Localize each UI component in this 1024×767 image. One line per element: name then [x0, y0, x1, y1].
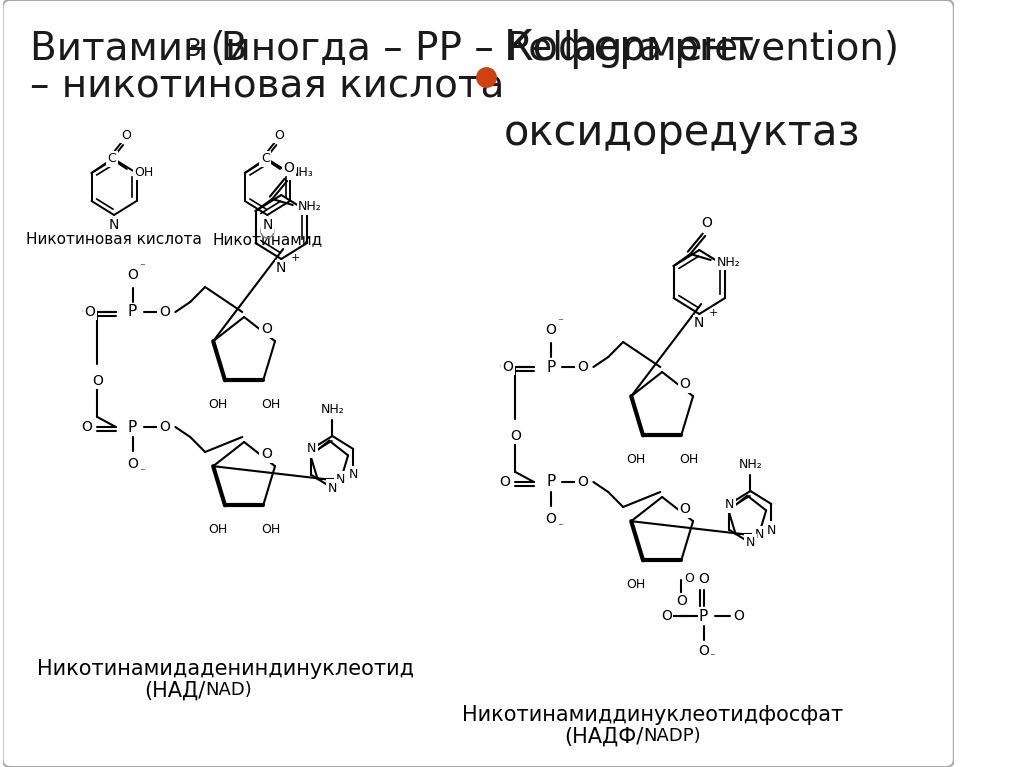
Text: O: O: [127, 457, 138, 471]
Text: N: N: [745, 536, 755, 549]
Text: O: O: [85, 305, 95, 319]
Text: O: O: [680, 377, 690, 391]
Text: NH₂: NH₂: [298, 200, 322, 213]
Text: Никотиновая кислота: Никотиновая кислота: [26, 232, 202, 247]
Text: P: P: [128, 304, 137, 320]
Text: O: O: [159, 305, 170, 319]
Text: O: O: [274, 129, 284, 142]
Text: NH₂: NH₂: [738, 458, 762, 471]
Text: O: O: [499, 360, 510, 374]
Text: ⁻: ⁻: [557, 317, 563, 327]
Text: NH₂: NH₂: [717, 255, 740, 268]
Text: O: O: [92, 374, 102, 388]
Text: OH: OH: [626, 453, 645, 466]
Text: OH: OH: [208, 398, 227, 411]
Text: P: P: [128, 420, 137, 434]
Text: 3: 3: [184, 37, 201, 61]
Text: P: P: [699, 609, 709, 624]
Text: O: O: [676, 594, 687, 608]
Text: OH: OH: [261, 523, 281, 536]
Text: N: N: [336, 472, 345, 486]
Text: N: N: [109, 218, 119, 232]
Text: Кофермент: Кофермент: [504, 27, 756, 69]
Text: Никотинамиддинуклеотидфосфат: Никотинамиддинуклеотидфосфат: [462, 705, 844, 725]
Text: O: O: [261, 322, 272, 336]
Text: O: O: [545, 512, 556, 526]
Text: O: O: [684, 572, 693, 585]
Text: N: N: [262, 218, 272, 232]
Text: OH: OH: [626, 578, 645, 591]
Text: O: O: [662, 609, 672, 624]
Text: O: O: [545, 323, 556, 337]
Text: N: N: [767, 524, 776, 536]
Text: O: O: [698, 572, 709, 586]
Text: NH₂: NH₂: [321, 403, 344, 416]
Text: O: O: [284, 161, 294, 175]
Text: ⁻: ⁻: [739, 608, 744, 618]
Text: P: P: [546, 360, 555, 374]
Text: O: O: [698, 644, 709, 658]
Text: O: O: [680, 502, 690, 516]
Text: Витамин В: Витамин В: [31, 30, 248, 68]
Text: ⁻: ⁻: [557, 522, 563, 532]
Text: Никотинамид: Никотинамид: [212, 232, 323, 247]
Text: N: N: [694, 316, 705, 330]
Text: O: O: [127, 268, 138, 282]
Text: NAD): NAD): [205, 681, 252, 699]
Text: O: O: [503, 360, 513, 374]
Text: O: O: [510, 429, 521, 443]
Text: (НАД/: (НАД/: [143, 681, 205, 701]
Text: Никотинамидадениндинуклеотид: Никотинамидадениндинуклеотид: [37, 659, 414, 679]
Text: (иногда – PP – Pellagra prevention): (иногда – PP – Pellagra prevention): [198, 30, 899, 68]
Text: N: N: [725, 498, 734, 511]
Text: NH₃: NH₃: [290, 166, 313, 179]
Text: N: N: [755, 528, 764, 541]
Text: N: N: [328, 482, 337, 495]
Text: – никотиновая кислота: – никотиновая кислота: [31, 67, 505, 105]
Text: ⁻: ⁻: [710, 652, 715, 663]
Text: O: O: [733, 609, 744, 624]
Text: OH: OH: [208, 523, 227, 536]
Text: O: O: [81, 420, 92, 434]
FancyBboxPatch shape: [3, 0, 953, 767]
Text: N: N: [276, 261, 287, 275]
Text: оксидоредуктаз: оксидоредуктаз: [504, 112, 861, 154]
Text: N: N: [348, 469, 358, 482]
Text: C: C: [261, 153, 269, 166]
Text: OH: OH: [134, 166, 154, 179]
Text: O: O: [81, 305, 92, 319]
Text: OH: OH: [261, 398, 281, 411]
Text: O: O: [499, 475, 510, 489]
Text: C: C: [108, 153, 117, 166]
Text: O: O: [701, 216, 713, 230]
Text: +: +: [709, 308, 718, 318]
Text: O: O: [121, 129, 131, 142]
Text: O: O: [81, 420, 92, 434]
Text: O: O: [577, 475, 588, 489]
Text: ⁻: ⁻: [139, 262, 145, 272]
Text: ⁻: ⁻: [139, 467, 145, 477]
Text: O: O: [577, 360, 588, 374]
Text: O: O: [261, 447, 272, 461]
Text: P: P: [546, 475, 555, 489]
Text: N: N: [307, 443, 316, 456]
Text: O: O: [159, 420, 170, 434]
Text: +: +: [291, 253, 300, 263]
Text: OH: OH: [679, 453, 698, 466]
Text: (НАДФ/: (НАДФ/: [564, 727, 643, 747]
Text: NADP): NADP): [643, 727, 701, 745]
Text: O: O: [499, 475, 510, 489]
